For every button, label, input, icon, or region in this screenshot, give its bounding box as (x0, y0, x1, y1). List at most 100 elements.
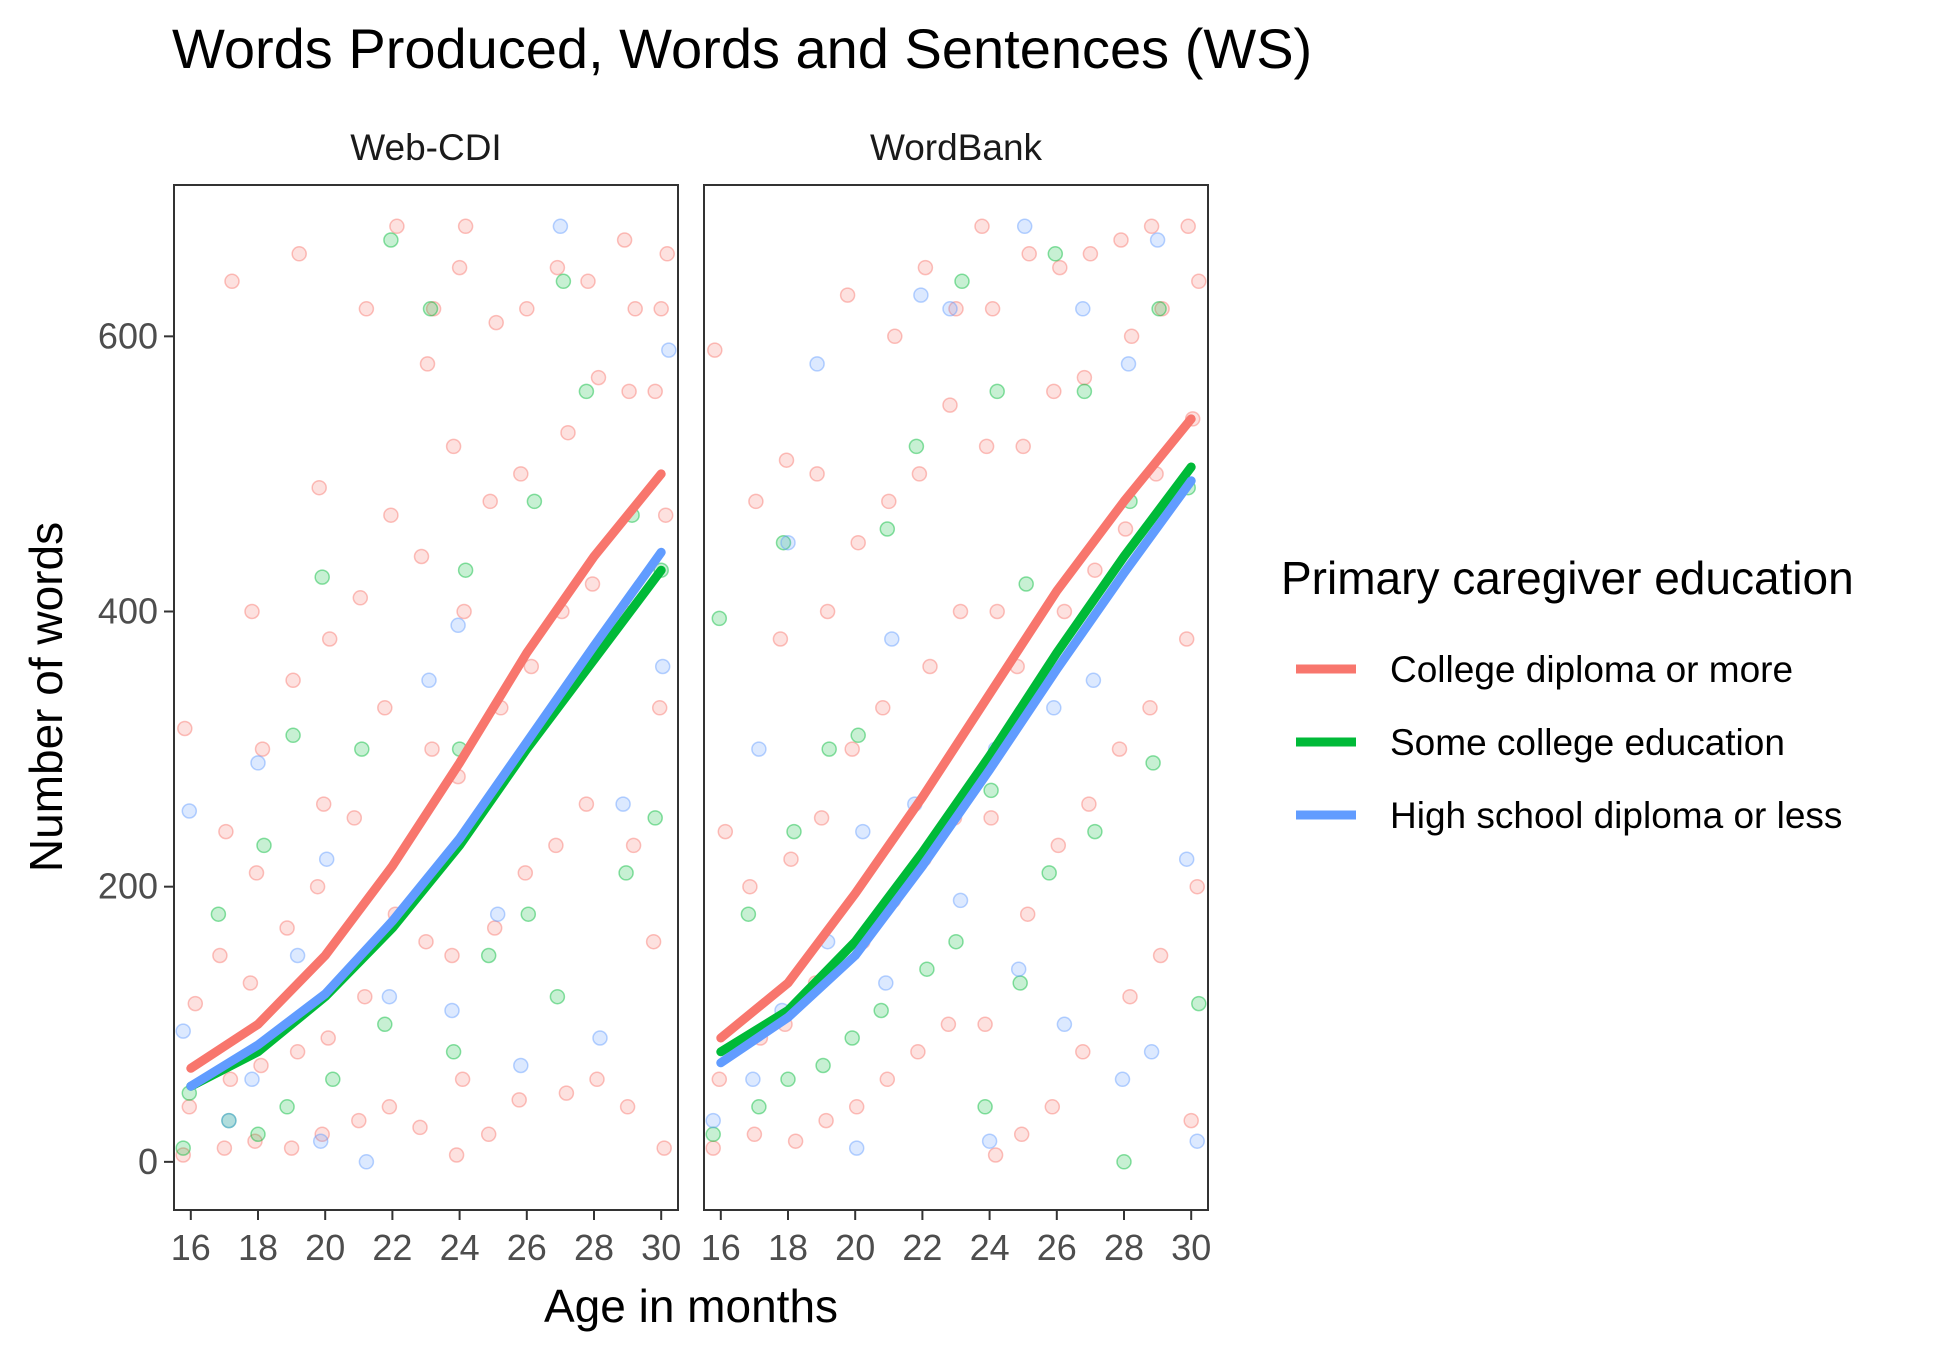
point-high-school-diploma-or-less (552, 218, 569, 235)
point-college-diploma-or-more (517, 865, 534, 881)
point-college-diploma-or-more (451, 259, 468, 276)
x-tick-label: 30 (1171, 1227, 1211, 1268)
x-tick-label: 26 (1037, 1227, 1077, 1268)
point-college-diploma-or-more (657, 507, 674, 523)
point-some-college-education (175, 1140, 191, 1156)
point-some-college-education (977, 1099, 993, 1115)
point-college-diploma-or-more (513, 466, 529, 482)
point-some-college-education (555, 273, 572, 290)
point-college-diploma-or-more (584, 576, 601, 592)
point-college-diploma-or-more (887, 328, 903, 345)
point-high-school-diploma-or-less (175, 1023, 191, 1039)
point-college-diploma-or-more (1081, 796, 1097, 812)
point-college-diploma-or-more (1056, 603, 1073, 620)
point-college-diploma-or-more (983, 810, 999, 826)
point-some-college-education (250, 1126, 266, 1143)
point-college-diploma-or-more (1123, 328, 1140, 345)
point-high-school-diploma-or-less (1075, 301, 1091, 317)
point-some-college-education (1041, 865, 1057, 881)
point-college-diploma-or-more (248, 865, 265, 881)
point-college-diploma-or-more (705, 1140, 721, 1156)
point-college-diploma-or-more (948, 301, 964, 317)
point-college-diploma-or-more (1052, 259, 1068, 276)
legend-label-some-college-education: Some college education (1390, 722, 1785, 763)
point-college-diploma-or-more (1075, 1044, 1091, 1060)
point-high-school-diploma-or-less (1046, 700, 1062, 716)
point-college-diploma-or-more (645, 933, 662, 950)
point-high-school-diploma-or-less (250, 755, 266, 771)
point-college-diploma-or-more (424, 741, 440, 757)
point-college-diploma-or-more (454, 1071, 471, 1088)
point-some-college-education (354, 741, 370, 757)
point-college-diploma-or-more (942, 397, 958, 413)
point-college-diploma-or-more (621, 383, 637, 400)
point-some-college-education (751, 1099, 767, 1115)
point-high-school-diploma-or-less (615, 796, 631, 812)
point-college-diploma-or-more (987, 1147, 1004, 1163)
point-college-diploma-or-more (1152, 947, 1169, 964)
point-some-college-education (844, 1030, 860, 1046)
point-college-diploma-or-more (922, 658, 938, 675)
point-college-diploma-or-more (850, 534, 866, 551)
point-high-school-diploma-or-less (654, 658, 671, 675)
point-high-school-diploma-or-less (1120, 356, 1137, 372)
point-high-school-diploma-or-less (1143, 1044, 1160, 1060)
point-high-school-diploma-or-less (444, 1002, 460, 1019)
point-college-diploma-or-more (589, 1071, 605, 1088)
point-some-college-education (618, 865, 634, 881)
y-tick-label: 0 (138, 1141, 158, 1182)
point-college-diploma-or-more (548, 837, 564, 854)
point-college-diploma-or-more (309, 878, 326, 895)
point-college-diploma-or-more (1143, 218, 1160, 235)
y-axis-title: Number of words (20, 522, 72, 872)
point-some-college-education (948, 933, 964, 950)
point-high-school-diploma-or-less (312, 1133, 329, 1149)
point-college-diploma-or-more (984, 301, 1001, 317)
x-tick-label: 24 (440, 1227, 480, 1268)
point-college-diploma-or-more (242, 975, 259, 991)
point-college-diploma-or-more (1082, 246, 1099, 262)
point-high-school-diploma-or-less (513, 1057, 529, 1074)
point-college-diploma-or-more (289, 1044, 306, 1060)
x-tick-label: 28 (574, 1227, 614, 1268)
point-college-diploma-or-more (844, 741, 860, 757)
point-high-school-diploma-or-less (592, 1030, 608, 1046)
point-college-diploma-or-more (480, 1126, 497, 1143)
point-high-school-diploma-or-less (942, 301, 958, 317)
point-college-diploma-or-more (352, 590, 369, 606)
point-some-college-education (210, 906, 227, 922)
point-college-diploma-or-more (187, 995, 204, 1012)
point-college-diploma-or-more (351, 1112, 367, 1129)
point-college-diploma-or-more (425, 301, 442, 317)
point-college-diploma-or-more (819, 603, 836, 620)
point-some-college-education (221, 1112, 237, 1129)
point-some-college-education (526, 493, 543, 510)
point-high-school-diploma-or-less (705, 1112, 721, 1129)
panel-label-wordbank: WordBank (870, 127, 1043, 168)
x-tick-label: 26 (507, 1227, 547, 1268)
point-college-diploma-or-more (1044, 1099, 1061, 1115)
point-college-diploma-or-more (560, 424, 576, 441)
point-high-school-diploma-or-less (221, 1112, 237, 1129)
point-college-diploma-or-more (177, 720, 193, 737)
point-some-college-education (821, 741, 837, 757)
point-college-diploma-or-more (1046, 383, 1062, 400)
point-college-diploma-or-more (377, 700, 393, 716)
point-college-diploma-or-more (1021, 246, 1037, 262)
point-college-diploma-or-more (711, 1071, 728, 1088)
point-some-college-education (815, 1057, 831, 1074)
smooth-lines-web-cdi (186, 469, 666, 1091)
point-some-college-education (377, 1016, 393, 1033)
point-high-school-diploma-or-less (745, 1071, 761, 1088)
point-college-diploma-or-more (578, 796, 595, 812)
point-college-diploma-or-more (247, 1133, 263, 1149)
point-high-school-diploma-or-less (1189, 1133, 1205, 1149)
point-some-college-education (422, 301, 439, 317)
point-college-diploma-or-more (619, 1099, 636, 1115)
point-high-school-diploma-or-less (1114, 1071, 1131, 1088)
point-college-diploma-or-more (244, 603, 260, 620)
point-college-diploma-or-more (1122, 988, 1138, 1005)
point-college-diploma-or-more (1019, 906, 1036, 922)
point-college-diploma-or-more (1191, 273, 1207, 290)
point-some-college-education (1047, 246, 1064, 262)
